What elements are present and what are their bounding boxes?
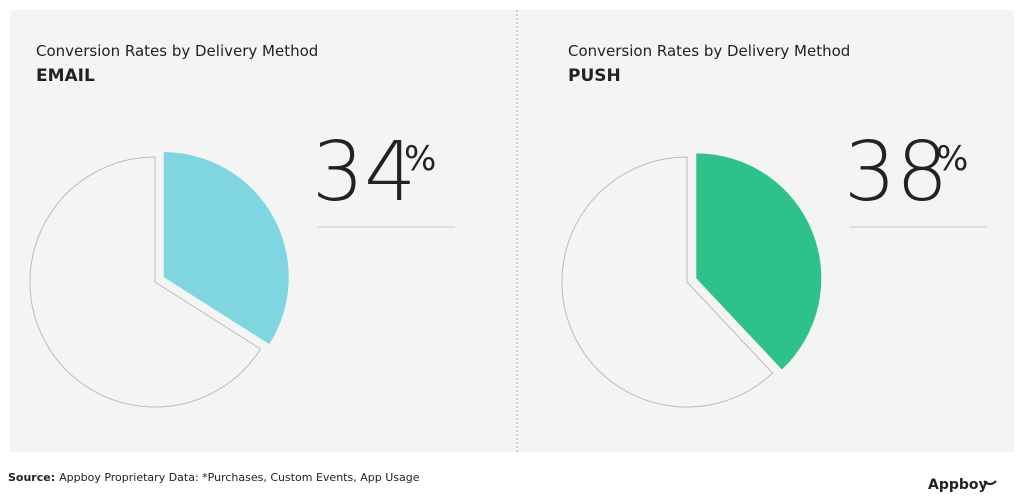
source: Source: Appboy Proprietary Data: *Purchas… (8, 471, 420, 484)
value-unit: % (404, 139, 436, 179)
chart-subtitle: EMAIL (36, 66, 95, 86)
brand-icon (983, 480, 997, 485)
value-unit: % (936, 139, 968, 179)
value-label: 38 (844, 125, 948, 220)
value-label: 34 (312, 125, 416, 220)
brand: Appboy (928, 477, 988, 493)
pie-remainder (561, 156, 774, 408)
chart-title: Conversion Rates by Delivery Method (36, 42, 318, 60)
chart-subtitle: PUSH (568, 66, 621, 86)
pie-remainder (29, 156, 262, 408)
source-text: Appboy Proprietary Data: *Purchases, Cus… (59, 471, 420, 484)
chart-title: Conversion Rates by Delivery Method (568, 42, 850, 60)
pie-slice (696, 153, 822, 370)
source-label: Source: (8, 471, 55, 484)
pie-slice (163, 152, 289, 345)
